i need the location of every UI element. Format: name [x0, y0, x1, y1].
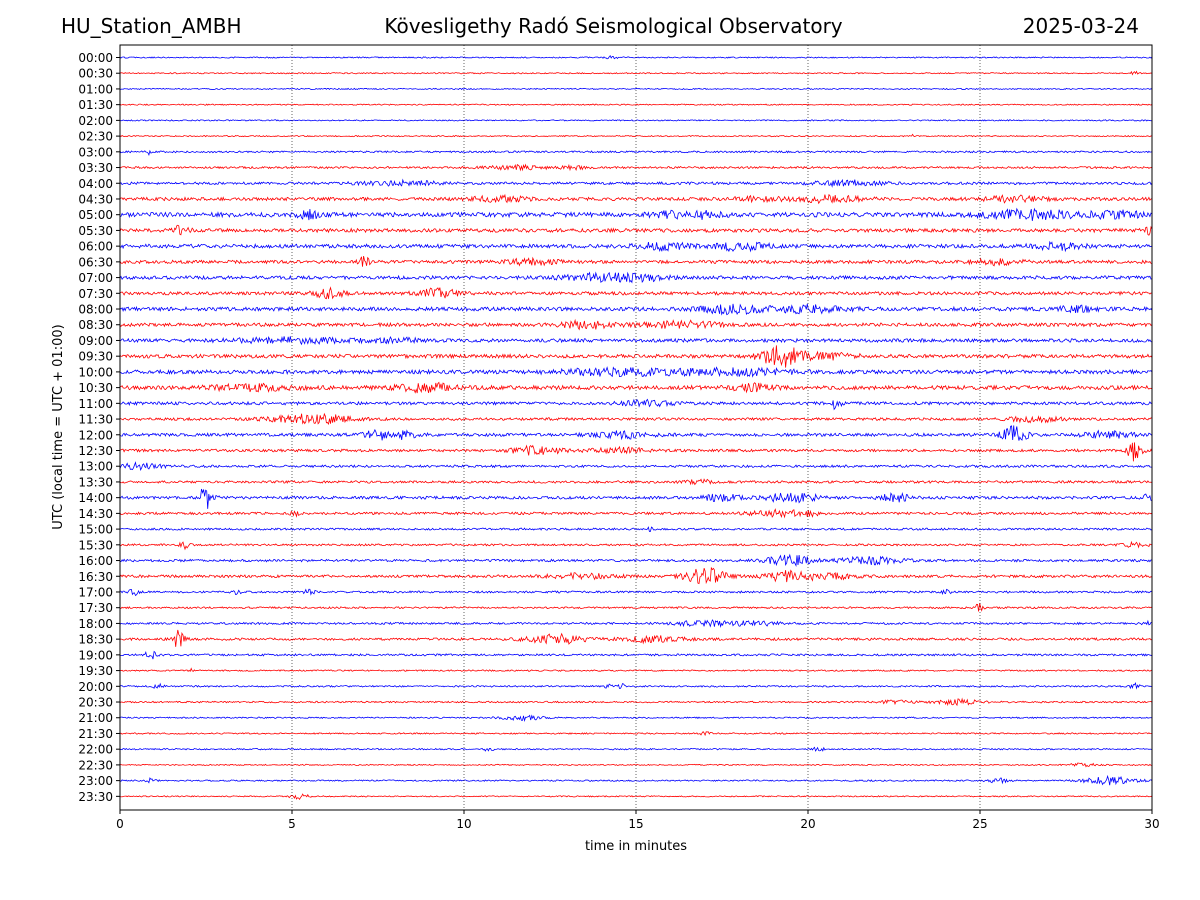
trace-1430 — [119, 508, 1153, 519]
y-tick-label: 07:00 — [78, 271, 113, 285]
chart-date: 2025-03-24 — [1022, 14, 1139, 38]
y-tick-label: 01:30 — [78, 98, 113, 112]
y-tick-label: 04:00 — [78, 177, 113, 191]
trace-0030 — [119, 70, 1153, 76]
y-tick-label: 03:00 — [78, 145, 113, 159]
y-tick-label: 03:30 — [78, 161, 113, 175]
y-tick-label: 04:30 — [78, 192, 113, 206]
y-tick-label: 16:00 — [78, 554, 113, 568]
trace-1530 — [119, 540, 1153, 551]
trace-0300 — [119, 149, 1153, 157]
y-tick-label: 22:00 — [78, 743, 113, 757]
y-tick-label: 14:00 — [78, 491, 113, 505]
y-tick-label: 20:00 — [78, 680, 113, 694]
y-tick-label: 06:30 — [78, 255, 113, 269]
trace-1600 — [119, 553, 1153, 567]
x-tick-label: 15 — [628, 817, 643, 831]
y-tick-label: 20:30 — [78, 696, 113, 710]
trace-2230 — [119, 762, 1153, 768]
trace-2200 — [119, 746, 1153, 752]
y-tick-label: 12:30 — [78, 444, 113, 458]
y-tick-label: 23:00 — [78, 774, 113, 788]
y-tick-label: 21:00 — [78, 711, 113, 725]
y-tick-label: 05:30 — [78, 224, 113, 238]
trace-1930 — [119, 667, 1153, 673]
trace-1130 — [119, 412, 1153, 426]
y-tick-label: 09:30 — [78, 350, 113, 364]
y-tick-label: 17:00 — [78, 585, 113, 599]
trace-0430 — [119, 193, 1153, 205]
y-tick-label: 19:00 — [78, 648, 113, 662]
trace-0700 — [119, 271, 1153, 284]
y-tick-label: 01:00 — [78, 82, 113, 96]
y-tick-label: 18:00 — [78, 617, 113, 631]
y-tick-label: 09:00 — [78, 334, 113, 348]
chart-title: Kövesligethy Radó Seismological Observat… — [384, 14, 843, 38]
trace-0100 — [119, 87, 1153, 91]
x-tick-label: 30 — [1144, 817, 1159, 831]
y-tick-label: 13:30 — [78, 475, 113, 489]
trace-1230 — [119, 442, 1153, 462]
trace-2000 — [119, 682, 1153, 690]
trace-1400 — [119, 488, 1152, 509]
gridlines — [291, 45, 981, 810]
trace-0500 — [120, 207, 1153, 221]
y-tick-label: 00:00 — [78, 51, 113, 65]
y-tick-label: 23:30 — [78, 790, 113, 804]
x-axis-label: time in minutes — [585, 839, 687, 854]
x-tick-label: 5 — [288, 817, 296, 831]
y-tick-label: 22:30 — [78, 758, 113, 772]
y-tick-label: 06:00 — [78, 240, 113, 254]
station-name: HU_Station_AMBH — [61, 14, 242, 38]
y-tick-label: 10:30 — [78, 381, 113, 395]
y-tick-label: 15:30 — [78, 538, 113, 552]
trace-2130 — [119, 731, 1153, 737]
x-tick-label: 10 — [456, 817, 471, 831]
y-tick-label: 02:00 — [78, 114, 113, 128]
y-tick-label: 13:00 — [78, 460, 113, 474]
y-tick-label: 10:00 — [78, 365, 113, 379]
trace-0600 — [119, 240, 1153, 253]
x-tick-label: 20 — [800, 817, 815, 831]
y-axis-label: UTC (local time = UTC + 01:00) — [51, 324, 66, 529]
y-tick-label: 05:00 — [78, 208, 113, 222]
x-tick-label: 25 — [972, 817, 987, 831]
trace-1830 — [119, 629, 1153, 647]
y-tick-label: 21:30 — [78, 727, 113, 741]
y-tick-label: 00:30 — [78, 67, 113, 81]
x-axis: 0 5 10 15 20 25 30 — [116, 810, 1160, 831]
y-tick-label: 02:30 — [78, 130, 113, 144]
y-tick-label: 11:30 — [78, 413, 113, 427]
trace-0530 — [119, 224, 1153, 236]
x-tick-label: 0 — [116, 817, 124, 831]
y-tick-label: 18:30 — [78, 633, 113, 647]
y-tick-label: 17:30 — [78, 601, 113, 615]
trace-1100 — [119, 398, 1153, 411]
y-tick-label: 11:00 — [78, 397, 113, 411]
y-tick-label: 16:30 — [78, 570, 113, 584]
y-tick-label: 15:00 — [78, 523, 113, 537]
y-tick-label: 14:30 — [78, 507, 113, 521]
y-tick-label: 19:30 — [78, 664, 113, 678]
trace-1500 — [119, 526, 1153, 532]
trace-0900 — [119, 336, 1153, 346]
y-tick-label: 07:30 — [78, 287, 113, 301]
y-tick-label: 08:00 — [78, 303, 113, 317]
trace-1730 — [119, 603, 1153, 612]
trace-2030 — [119, 697, 1153, 707]
trace-0400 — [119, 178, 1153, 188]
y-tick-label: 12:00 — [78, 428, 113, 442]
y-tick-label: 08:30 — [78, 318, 113, 332]
